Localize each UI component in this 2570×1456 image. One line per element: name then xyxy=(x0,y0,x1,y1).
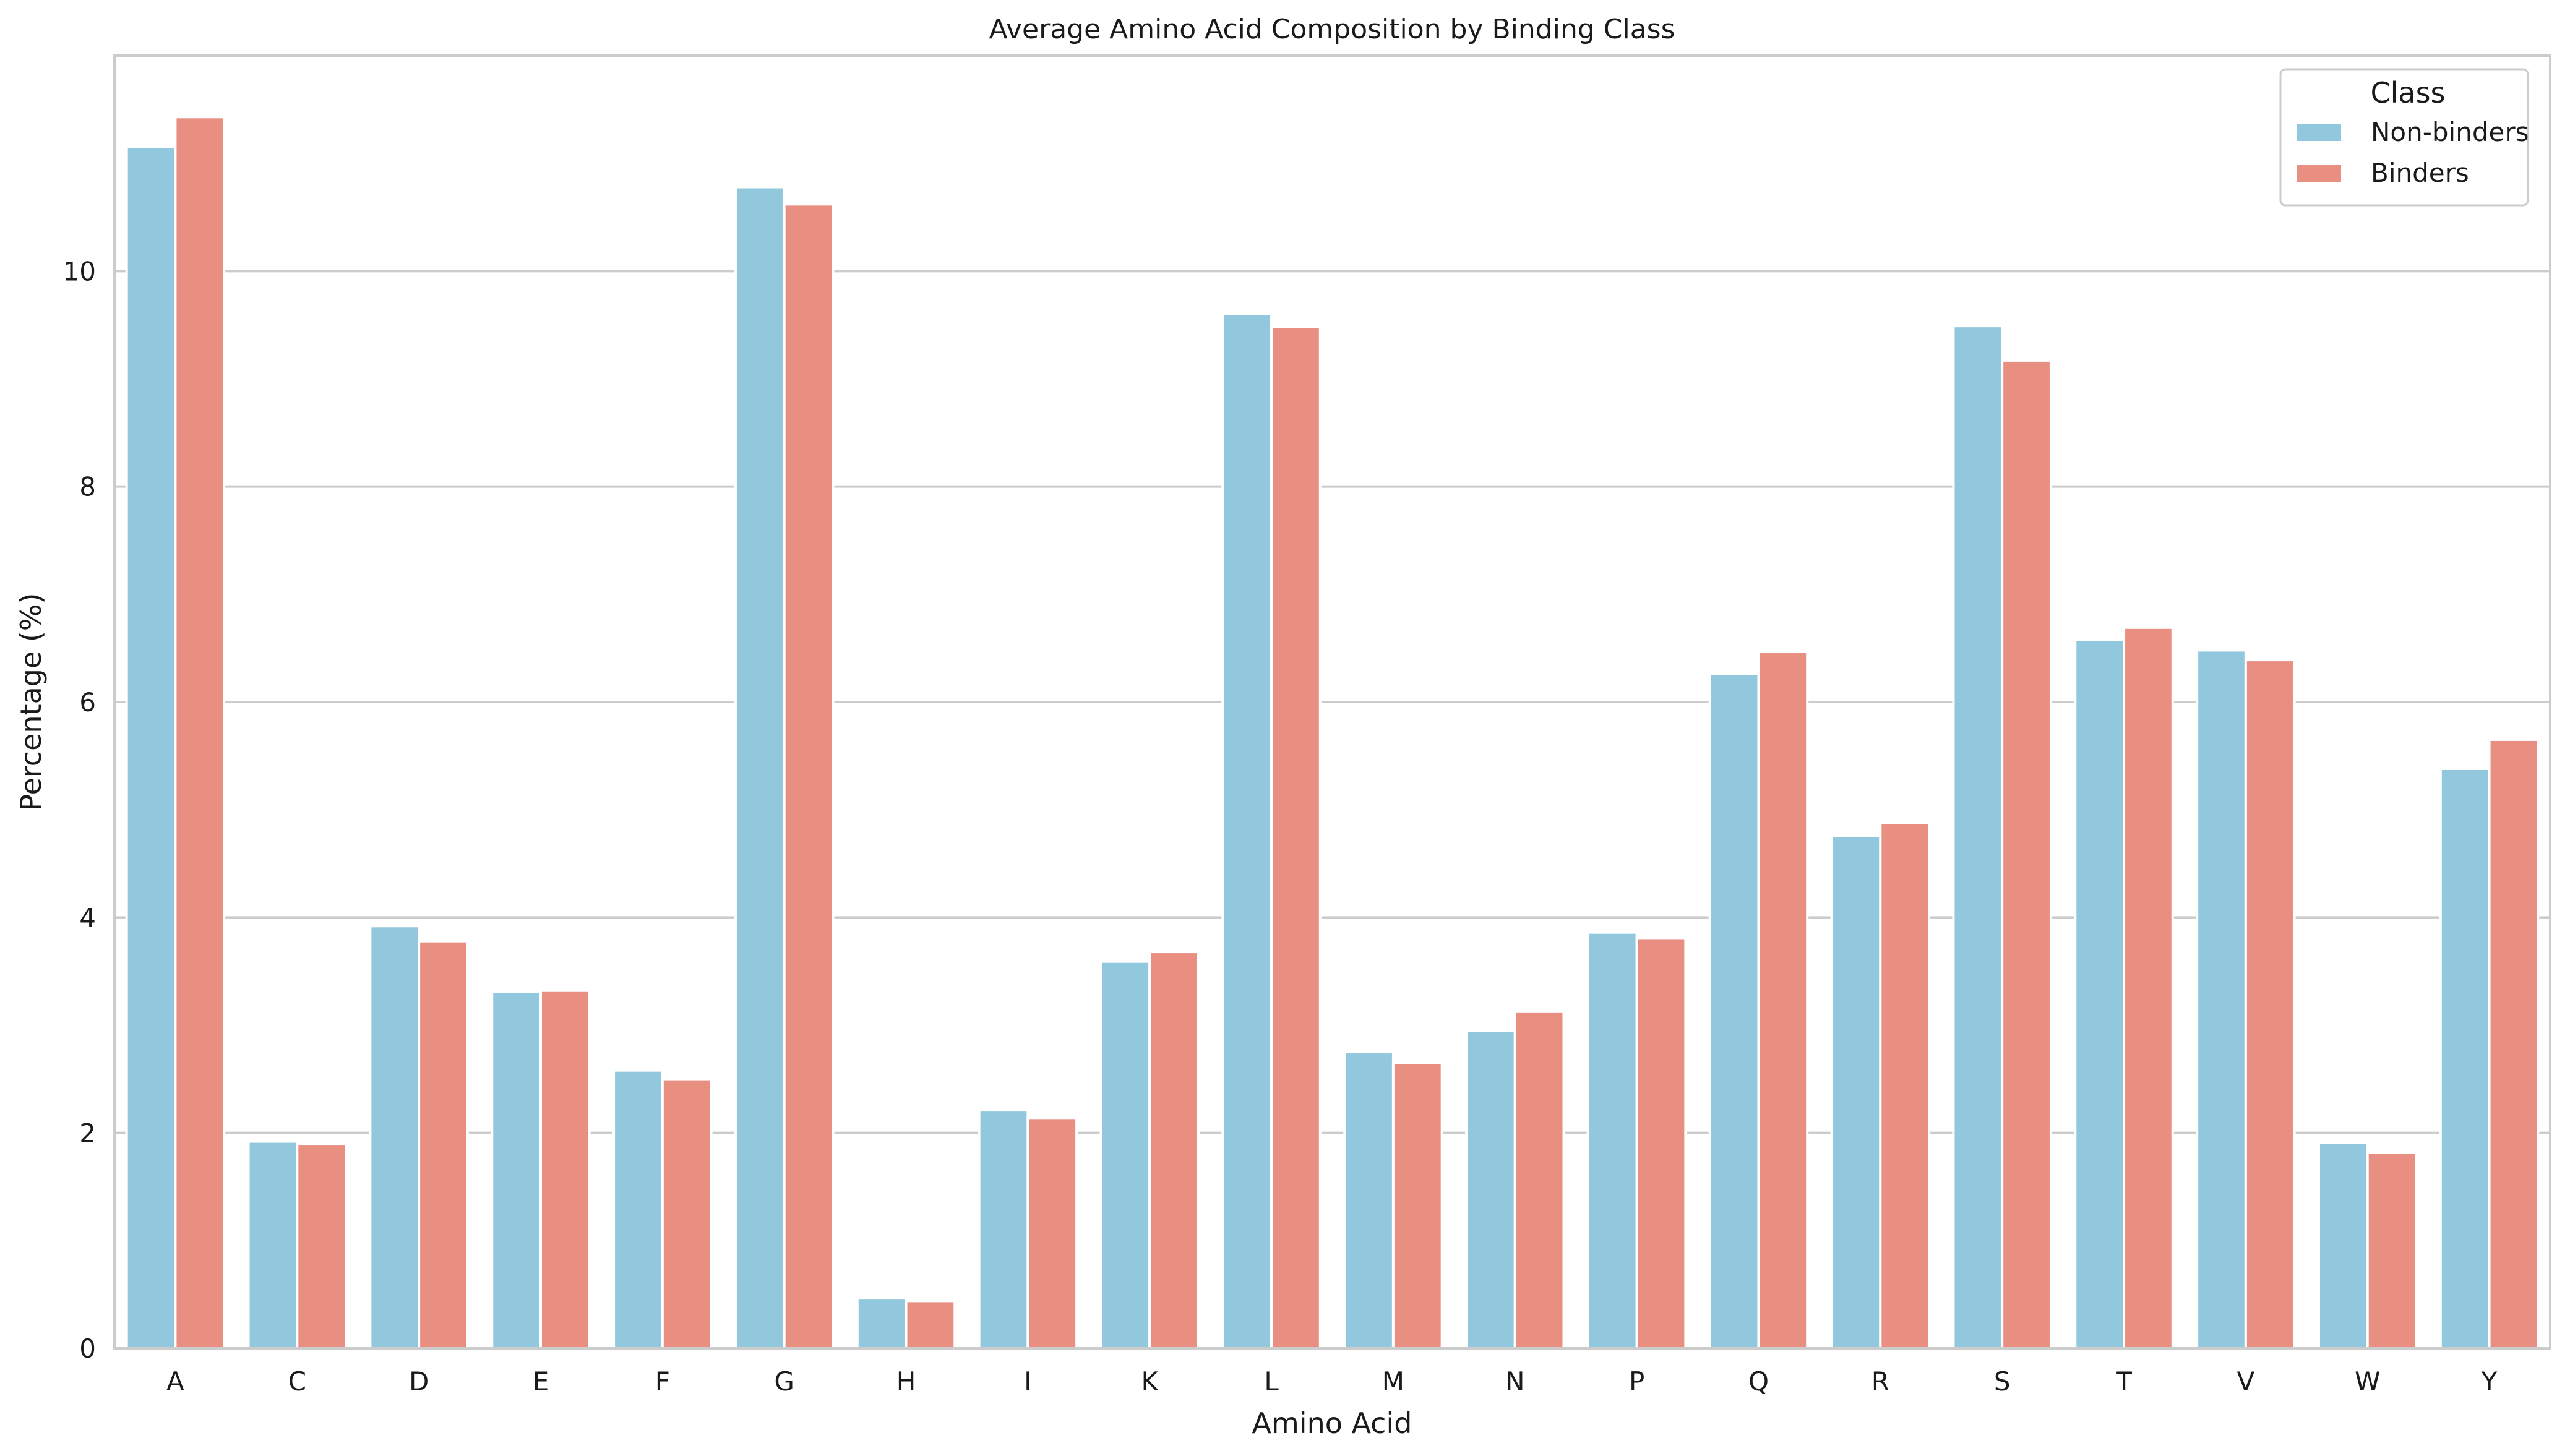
x-axis-label: Amino Acid xyxy=(1252,1407,1412,1440)
x-tick-label: S xyxy=(1994,1366,2011,1397)
bar-non-binders-I xyxy=(978,1109,1029,1350)
bar-non-binders-R xyxy=(1830,834,1882,1350)
bar-non-binders-G xyxy=(734,186,786,1350)
x-tick-label: W xyxy=(2355,1366,2381,1397)
x-tick-label: H xyxy=(896,1366,916,1397)
bar-binders-P xyxy=(1635,936,1687,1350)
x-tick-label: K xyxy=(1141,1366,1159,1397)
bar-non-binders-P xyxy=(1586,931,1638,1350)
bar-binders-M xyxy=(1391,1061,1443,1350)
bar-binders-N xyxy=(1513,1009,1565,1350)
bar-non-binders-A xyxy=(125,146,177,1350)
bar-binders-F xyxy=(661,1077,713,1350)
bars xyxy=(125,116,2540,1350)
x-tick-label: N xyxy=(1505,1366,1524,1397)
legend: Class Non-binders Binders xyxy=(2279,68,2529,207)
grid-lines xyxy=(114,270,2550,1134)
x-tick-label: E xyxy=(533,1366,549,1397)
bar-binders-V xyxy=(2244,659,2296,1350)
y-tick-label: 4 xyxy=(79,902,96,933)
bar-binders-C xyxy=(296,1142,348,1350)
legend-label-binders: Binders xyxy=(2371,158,2469,188)
bar-non-binders-N xyxy=(1465,1029,1516,1350)
bar-binders-E xyxy=(539,989,591,1350)
x-tick-label: V xyxy=(2237,1366,2255,1397)
bar-non-binders-C xyxy=(247,1140,299,1350)
bar-binders-H xyxy=(905,1300,956,1350)
y-axis-label: Percentage (%) xyxy=(14,593,48,812)
bar-non-binders-E xyxy=(491,990,542,1350)
x-tick-label: D xyxy=(409,1366,429,1397)
bar-binders-G xyxy=(783,203,835,1350)
bar-binders-K xyxy=(1148,951,1200,1350)
chart-title: Average Amino Acid Composition by Bindin… xyxy=(989,14,1675,45)
legend-swatch-non-binders xyxy=(2297,124,2341,141)
y-tick-label: 0 xyxy=(79,1334,96,1364)
x-tick-label: Q xyxy=(1748,1366,1769,1397)
bar-non-binders-T xyxy=(2074,638,2126,1350)
y-tick-label: 10 xyxy=(63,256,96,286)
bar-binders-R xyxy=(1879,821,1931,1350)
bar-binders-S xyxy=(2001,359,2052,1350)
bar-non-binders-D xyxy=(369,925,421,1350)
bar-non-binders-L xyxy=(1221,313,1273,1350)
bar-binders-A xyxy=(174,116,226,1350)
bar-non-binders-S xyxy=(1952,325,2004,1350)
bar-non-binders-M xyxy=(1343,1051,1395,1350)
bar-non-binders-Y xyxy=(2439,767,2491,1350)
legend-title: Class xyxy=(2370,76,2445,109)
bar-non-binders-V xyxy=(2196,649,2247,1350)
x-tick-label: P xyxy=(1629,1366,1644,1397)
bar-binders-W xyxy=(2366,1151,2418,1350)
bar-binders-T xyxy=(2123,626,2174,1350)
bar-non-binders-Q xyxy=(1708,672,1760,1350)
legend-box xyxy=(2279,68,2529,207)
legend-swatch-binders xyxy=(2297,165,2341,182)
bar-non-binders-W xyxy=(2317,1141,2369,1350)
bar-non-binders-H xyxy=(856,1296,908,1350)
x-tick-label: I xyxy=(1024,1366,1031,1397)
x-tick-label: L xyxy=(1264,1366,1279,1397)
legend-label-non-binders: Non-binders xyxy=(2371,117,2529,147)
x-tick-label: M xyxy=(1382,1366,1404,1397)
x-tick-label: F xyxy=(655,1366,670,1397)
y-tick-label: 8 xyxy=(79,472,96,502)
y-tick-label: 6 xyxy=(79,687,96,717)
x-tick-label: T xyxy=(2115,1366,2132,1397)
y-tick-label: 2 xyxy=(79,1118,96,1149)
x-tick-label: R xyxy=(1872,1366,1889,1397)
bar-non-binders-K xyxy=(1099,960,1151,1350)
x-tick-label: C xyxy=(288,1366,306,1397)
plot-frame xyxy=(113,54,2551,1350)
y-ticks: 0 2 4 6 8 10 xyxy=(63,256,96,1364)
bar-binders-L xyxy=(1270,325,1322,1350)
x-tick-label: A xyxy=(166,1366,184,1397)
x-tick-label: Y xyxy=(2481,1366,2498,1397)
bar-binders-Y xyxy=(2488,738,2540,1350)
bar-binders-I xyxy=(1026,1116,1078,1350)
bar-non-binders-F xyxy=(612,1069,664,1350)
bar-binders-Q xyxy=(1757,650,1809,1350)
x-tick-label: G xyxy=(774,1366,794,1397)
bar-binders-D xyxy=(418,940,469,1350)
